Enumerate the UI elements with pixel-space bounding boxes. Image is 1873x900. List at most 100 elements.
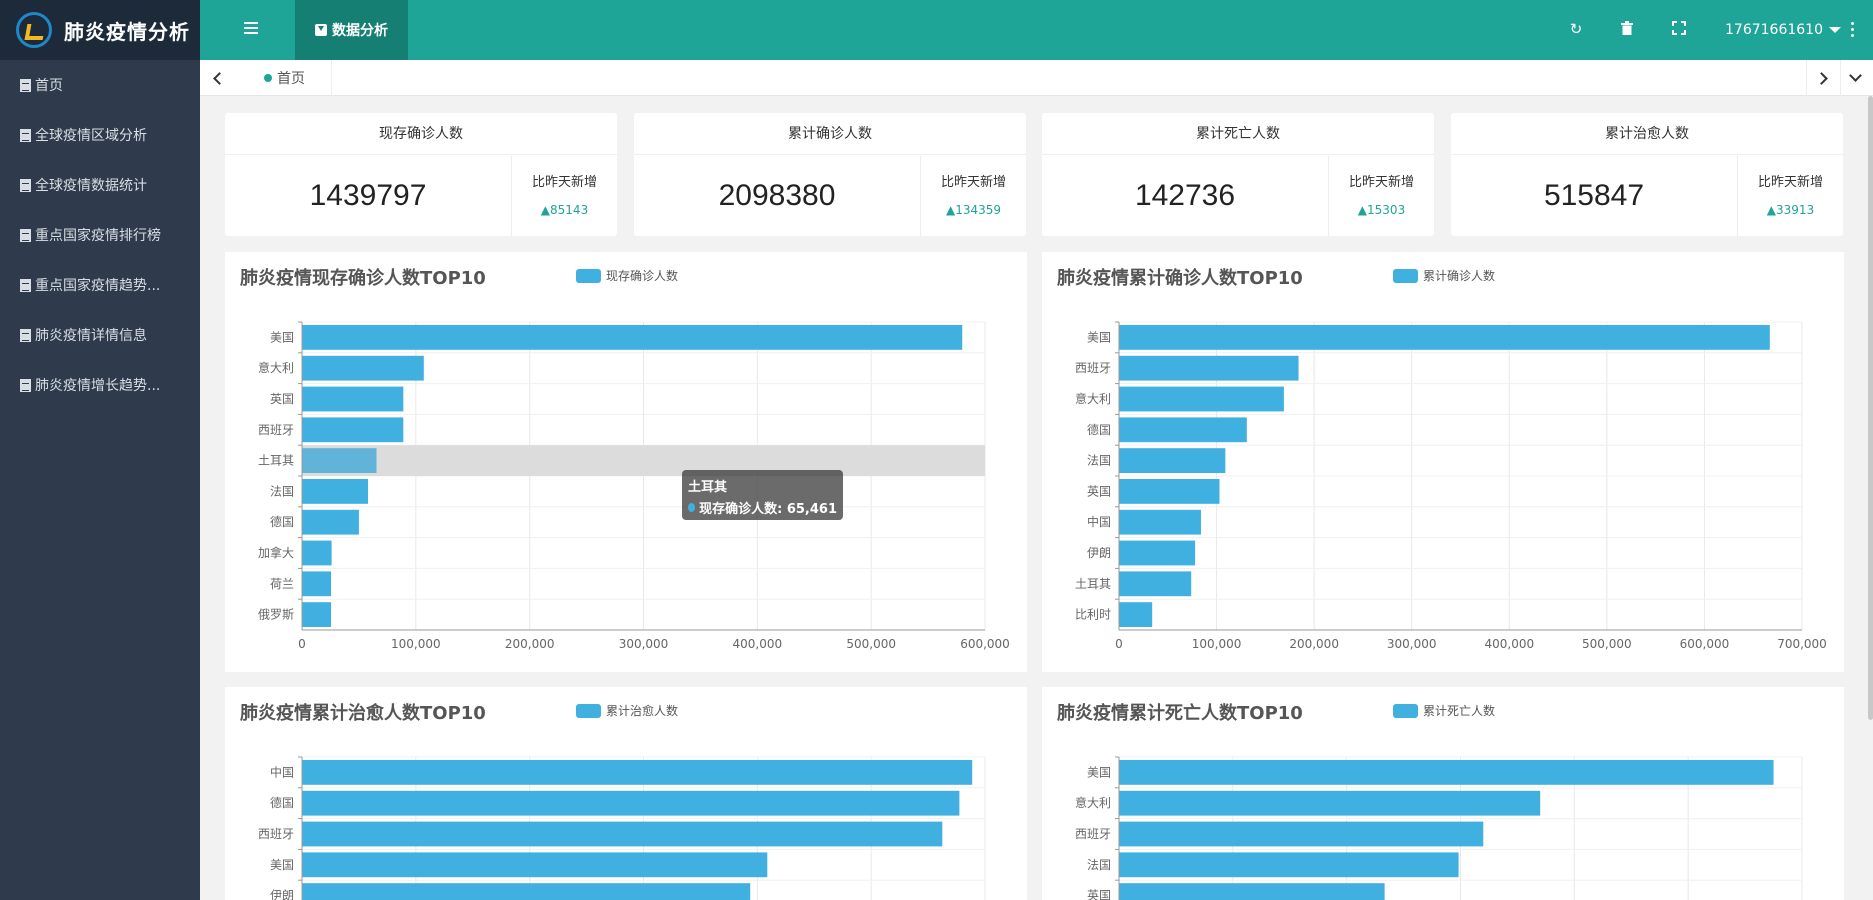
stat-title: 现存确诊人数 [225, 113, 617, 155]
category-label: 荷兰 [270, 577, 294, 591]
tab-home[interactable]: 首页 [252, 60, 332, 96]
bar [302, 760, 973, 785]
tick-label: 600,000 [1680, 637, 1730, 651]
category-label: 美国 [270, 858, 294, 872]
scroll-right-button[interactable] [1806, 60, 1836, 96]
sidebar-item-global-stats[interactable]: 全球疫情数据统计 [0, 160, 200, 210]
category-label: 西班牙 [258, 827, 294, 841]
page-scrollbar[interactable] [1868, 96, 1873, 720]
chevron-down-icon [1828, 27, 1841, 33]
sidebar-item-label: 肺炎疫情详情信息 [35, 328, 147, 344]
more-vertical-icon[interactable] [1851, 22, 1855, 38]
tick-label: 100,000 [391, 637, 441, 651]
category-label: 西班牙 [1075, 827, 1111, 841]
bar [302, 790, 960, 816]
bar [302, 355, 424, 381]
chevron-down-icon [1849, 69, 1862, 82]
stat-card-total-deaths: 累计死亡人数 142736 比昨天新增 ▲15303 [1042, 113, 1434, 236]
document-icon [20, 228, 31, 242]
bar [1119, 325, 1770, 350]
stat-compare-label: 比昨天新增 [1757, 175, 1823, 190]
category-label: 美国 [1087, 330, 1111, 344]
tick-label: 700,000 [1777, 637, 1827, 651]
chart-legend[interactable]: 累计死亡人数 [1393, 702, 1495, 719]
sidebar-item-label: 重点国家疫情趋势... [35, 278, 161, 294]
stat-delta: ▲15303 [1357, 203, 1406, 217]
bar [1119, 417, 1247, 443]
stat-compare-label: 比昨天新增 [940, 175, 1006, 190]
category-label: 美国 [1087, 765, 1111, 779]
tick-label: 400,000 [1484, 637, 1534, 651]
download-icon [315, 24, 327, 36]
chevron-left-icon [212, 71, 226, 85]
fullscreen-icon[interactable] [1671, 21, 1687, 37]
chart-legend[interactable]: 现存确诊人数 [576, 267, 678, 284]
tooltip-value: 现存确诊人数: 65,461 [699, 502, 837, 517]
legend-swatch [576, 268, 601, 283]
tab-label: 数据分析 [332, 23, 388, 39]
tab-data-analysis[interactable]: 数据分析 [295, 0, 408, 60]
category-label: 美国 [270, 330, 294, 344]
sidebar-item-country-trend[interactable]: 重点国家疫情趋势... [0, 260, 200, 310]
category-label: 法国 [1087, 858, 1111, 872]
category-label: 中国 [270, 764, 294, 779]
chart-current-confirmed: 美国 意大利 英国 西班牙 土耳其 法国 德国 加拿大 荷兰 俄罗斯 0 100,000 200,000… [225, 252, 1027, 672]
category-label: 伊朗 [1087, 546, 1111, 560]
tick-label: 100,000 [1192, 637, 1242, 651]
chart-legend[interactable]: 累计确诊人数 [1393, 267, 1495, 284]
sidebar-item-growth-trend[interactable]: 肺炎疫情增长趋势... [0, 360, 200, 410]
sidebar-item-global-region[interactable]: 全球疫情区域分析 [0, 110, 200, 160]
hover-band [302, 445, 985, 476]
app-logo: 肺炎疫情分析 [0, 0, 200, 60]
tick-label: 400,000 [733, 637, 783, 651]
chart-title: 肺炎疫情累计治愈人数TOP10 [240, 703, 486, 724]
stat-compare-label: 比昨天新增 [531, 175, 597, 190]
tick-label: 500,000 [846, 637, 896, 651]
bar [1119, 821, 1484, 847]
stat-value: 142736 [1042, 156, 1329, 236]
bar [1119, 852, 1459, 878]
user-name: 17671661610 [1725, 22, 1823, 38]
bar [1119, 448, 1226, 473]
bar [302, 325, 963, 350]
stat-delta: ▲33913 [1766, 203, 1815, 217]
legend-label: 现存确诊人数 [606, 269, 679, 283]
bar [302, 602, 332, 627]
category-label: 伊朗 [270, 889, 294, 900]
category-label: 德国 [270, 795, 294, 810]
bar [302, 509, 359, 535]
active-dot [264, 74, 272, 82]
refresh-icon[interactable]: ↻ [1569, 20, 1583, 38]
document-icon [20, 328, 31, 342]
category-label: 意大利 [258, 360, 294, 375]
logo-icon [16, 12, 52, 48]
legend-label: 累计确诊人数 [1423, 269, 1496, 283]
category-label: 土耳其 [258, 454, 294, 468]
menu-toggle-icon[interactable] [244, 22, 258, 34]
tick-label: 500,000 [1582, 637, 1632, 651]
bar [302, 417, 404, 443]
user-menu[interactable]: 17671661610 [1725, 0, 1841, 60]
sidebar: 肺炎疫情分析 首页 全球疫情区域分析 全球疫情数据统计 重点国家疫情排行榜 重点… [0, 0, 200, 900]
stat-title: 累计治愈人数 [1451, 113, 1843, 155]
tab-options-button[interactable] [1840, 60, 1870, 96]
category-label: 西班牙 [258, 423, 294, 437]
sidebar-item-home[interactable]: 首页 [0, 60, 200, 110]
category-label: 英国 [270, 392, 294, 406]
sidebar-item-country-ranking[interactable]: 重点国家疫情排行榜 [0, 210, 200, 260]
bar [1119, 790, 1541, 816]
app-title: 肺炎疫情分析 [64, 19, 190, 44]
document-icon [20, 78, 31, 92]
bar [1119, 509, 1201, 535]
category-label: 俄罗斯 [258, 608, 294, 622]
sidebar-item-details[interactable]: 肺炎疫情详情信息 [0, 310, 200, 360]
trash-icon[interactable] [1619, 21, 1635, 37]
chevron-right-icon [1815, 71, 1828, 85]
chart-legend[interactable]: 累计治愈人数 [576, 702, 678, 719]
scroll-left-button[interactable] [204, 60, 234, 96]
bar [302, 852, 768, 878]
document-icon [20, 128, 31, 142]
sidebar-item-label: 全球疫情区域分析 [35, 128, 147, 144]
